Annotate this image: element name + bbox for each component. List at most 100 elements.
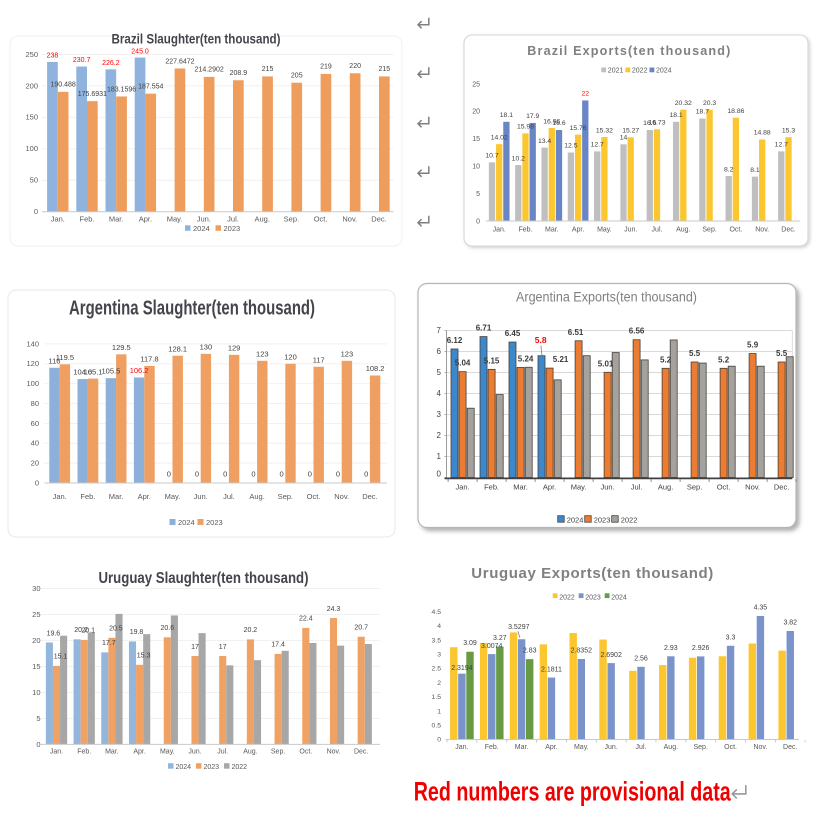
svg-text:Apr.: Apr.	[543, 483, 556, 492]
svg-text:219: 219	[320, 64, 332, 71]
svg-text:15.76: 15.76	[570, 125, 587, 132]
svg-text:230.7: 230.7	[73, 57, 91, 64]
svg-text:15.27: 15.27	[622, 128, 639, 135]
svg-text:2.6902: 2.6902	[600, 652, 622, 659]
svg-text:50: 50	[30, 176, 38, 185]
svg-text:19.8: 19.8	[130, 629, 144, 636]
svg-text:117: 117	[313, 355, 325, 364]
svg-text:2023: 2023	[206, 518, 223, 527]
svg-text:Mar.: Mar.	[109, 492, 124, 501]
svg-text:20.32: 20.32	[675, 100, 692, 107]
svg-text:8.1: 8.1	[750, 167, 760, 174]
svg-text:6.51: 6.51	[568, 328, 584, 337]
svg-text:Mar.: Mar.	[513, 483, 528, 492]
svg-text:Oct.: Oct.	[717, 483, 731, 492]
svg-text:100: 100	[26, 379, 39, 388]
svg-text:5.5: 5.5	[689, 349, 701, 358]
svg-text:20.5: 20.5	[109, 626, 123, 633]
svg-text:Jun.: Jun.	[601, 483, 615, 492]
svg-text:Jan.: Jan.	[455, 744, 468, 751]
svg-text:15: 15	[32, 662, 40, 671]
svg-text:May.: May.	[571, 483, 587, 492]
svg-text:2024: 2024	[193, 224, 210, 233]
svg-text:May.: May.	[574, 744, 589, 751]
svg-text:3.09: 3.09	[463, 640, 477, 647]
svg-text:2022: 2022	[559, 595, 575, 602]
svg-text:6: 6	[437, 347, 442, 356]
svg-text:Sep.: Sep.	[693, 744, 707, 751]
svg-text:2022: 2022	[632, 67, 648, 74]
svg-text:22: 22	[582, 91, 590, 98]
svg-text:3.27: 3.27	[493, 635, 507, 642]
svg-text:5: 5	[437, 368, 442, 377]
svg-text:Jan.: Jan.	[53, 492, 67, 501]
svg-text:2024: 2024	[178, 518, 195, 527]
svg-text:5.2: 5.2	[718, 355, 730, 364]
svg-text:123: 123	[341, 350, 354, 359]
svg-text:0: 0	[36, 740, 40, 749]
svg-text:Aug.: Aug.	[249, 492, 264, 501]
svg-text:17: 17	[219, 644, 227, 651]
svg-text:2023: 2023	[585, 595, 601, 602]
svg-text:14.88: 14.88	[754, 130, 771, 137]
svg-text:May.: May.	[167, 215, 183, 224]
svg-text:Jan.: Jan.	[456, 483, 470, 492]
svg-text:Brazil Exports(ten thousand): Brazil Exports(ten thousand)	[527, 44, 730, 58]
svg-text:116: 116	[49, 356, 61, 365]
svg-text:12.7: 12.7	[775, 142, 788, 149]
svg-text:Red numbers are provisional da: Red numbers are provisional data	[414, 811, 732, 815]
svg-text:Nov.: Nov.	[342, 215, 357, 224]
svg-text:120: 120	[284, 352, 297, 361]
svg-text:20: 20	[32, 636, 40, 645]
svg-text:20: 20	[31, 459, 39, 468]
svg-text:3.5: 3.5	[432, 637, 442, 644]
svg-text:220: 220	[349, 63, 361, 70]
svg-text:Nov.: Nov.	[327, 749, 341, 756]
svg-text:1.5: 1.5	[432, 694, 442, 701]
svg-text:Apr.: Apr.	[572, 227, 585, 234]
svg-text:3: 3	[437, 652, 441, 659]
svg-text:2: 2	[437, 680, 441, 687]
svg-text:227.6472: 227.6472	[165, 58, 194, 65]
svg-text:6.71: 6.71	[476, 323, 492, 332]
svg-text:140: 140	[26, 339, 39, 348]
svg-text:5: 5	[476, 191, 480, 198]
svg-text:7: 7	[437, 326, 442, 335]
svg-text:2.56: 2.56	[634, 656, 648, 663]
svg-text:Jan.: Jan.	[51, 215, 65, 224]
svg-text:Jun.: Jun.	[624, 227, 637, 234]
svg-text:0: 0	[167, 470, 171, 479]
svg-text:10.7: 10.7	[485, 153, 498, 160]
svg-text:Feb.: Feb.	[484, 483, 499, 492]
svg-text:16.73: 16.73	[648, 120, 665, 127]
svg-text:5.15: 5.15	[484, 356, 500, 365]
svg-text:Dec.: Dec.	[354, 749, 368, 756]
svg-text:May.: May.	[165, 492, 181, 501]
svg-text:187.554: 187.554	[138, 83, 163, 90]
svg-text:2023: 2023	[594, 515, 611, 524]
svg-text:18.86: 18.86	[727, 108, 744, 115]
svg-text:129: 129	[228, 344, 241, 353]
svg-text:Nov.: Nov.	[745, 483, 760, 492]
svg-text:Argentina Slaughter(ten thousa: Argentina Slaughter(ten thousand)	[69, 298, 315, 320]
svg-text:100: 100	[25, 144, 38, 153]
svg-text:4: 4	[437, 389, 442, 398]
svg-text:0: 0	[437, 737, 441, 744]
svg-text:16.6: 16.6	[552, 120, 565, 127]
svg-text:Mar.: Mar.	[515, 744, 529, 751]
svg-text:12.5: 12.5	[564, 143, 577, 150]
svg-text:Jul.: Jul.	[652, 227, 663, 234]
svg-text:0: 0	[336, 470, 340, 479]
svg-text:Feb.: Feb.	[80, 492, 95, 501]
svg-text:105.5: 105.5	[102, 367, 121, 376]
svg-text:215: 215	[262, 66, 274, 73]
svg-text:2023: 2023	[224, 224, 241, 233]
svg-text:3: 3	[437, 410, 442, 419]
svg-text:5: 5	[36, 714, 40, 723]
svg-text:25: 25	[472, 81, 480, 88]
svg-text:0.5: 0.5	[432, 723, 442, 730]
svg-text:0: 0	[280, 470, 284, 479]
svg-text:0: 0	[308, 470, 312, 479]
svg-text:Feb.: Feb.	[485, 744, 499, 751]
svg-text:1: 1	[437, 708, 441, 715]
